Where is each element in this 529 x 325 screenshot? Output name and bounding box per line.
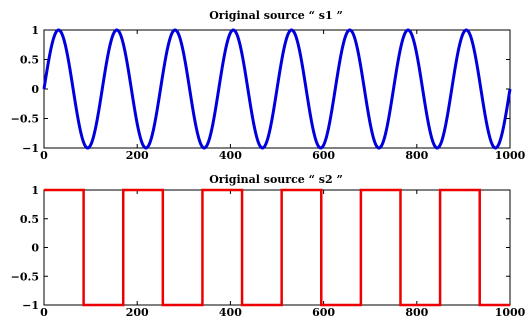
x-tick-label: 600 [312,149,335,162]
y-tick-label: 1 [31,184,39,197]
x-tick-label: 0 [40,149,48,162]
series-line-s2 [44,188,510,307]
y-tick-label: −0.5 [11,270,39,283]
ticks-s1: 0 200 400 600 800 1000 1 0.5 0 −0.5 −1 [11,24,526,162]
x-tick-label: 400 [219,306,242,319]
y-tick-label: 1 [31,24,39,37]
x-tick-label: 800 [405,149,428,162]
y-tick-label: −1 [22,299,39,312]
chart-title-s1: Original source “ s1 ” [209,9,343,22]
x-tick-label: 800 [405,306,428,319]
x-tick-label: 400 [219,149,242,162]
chart-panel-s2: Original source “ s2 ” 0 200 400 600 800 1000… [11,173,526,319]
chart-title-s2: Original source “ s2 ” [209,173,343,186]
series-line-s1 [42,28,512,150]
x-tick-label: 1000 [495,149,526,162]
x-tick-label: 0 [40,306,48,319]
y-tick-label: 0.5 [20,213,39,226]
x-tick-label: 600 [312,306,335,319]
y-tick-label: 0 [31,83,39,96]
y-tick-label: 0.5 [20,54,39,67]
y-tick-label: −0.5 [11,113,39,126]
x-tick-label: 200 [126,306,149,319]
chart-panel-s1: Original source “ s1 ” 0 200 400 600 800 1000… [11,9,526,162]
ticks-s2: 0 200 400 600 800 1000 1 0.5 0 −0.5 −1 [11,184,526,319]
x-tick-label: 1000 [495,306,526,319]
x-tick-label: 200 [126,149,149,162]
y-tick-label: −1 [22,142,39,155]
y-tick-label: 0 [31,242,39,255]
